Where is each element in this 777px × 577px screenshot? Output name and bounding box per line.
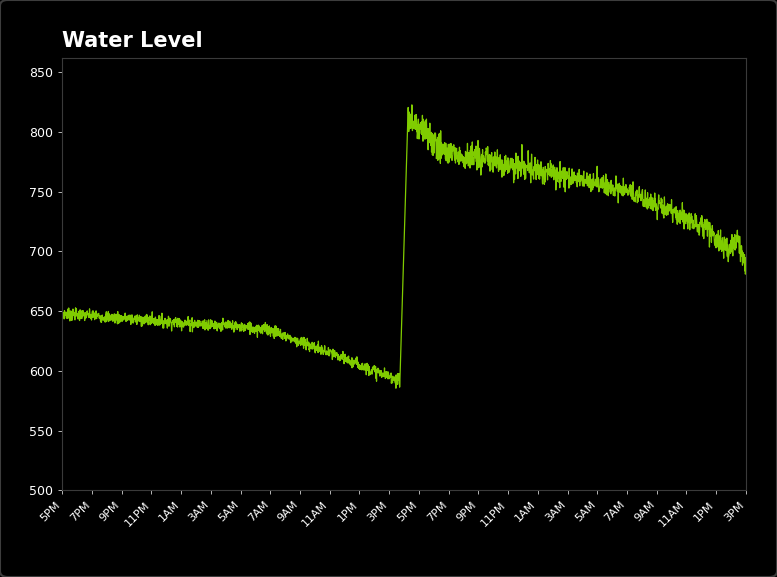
- Text: Water Level: Water Level: [62, 31, 203, 51]
